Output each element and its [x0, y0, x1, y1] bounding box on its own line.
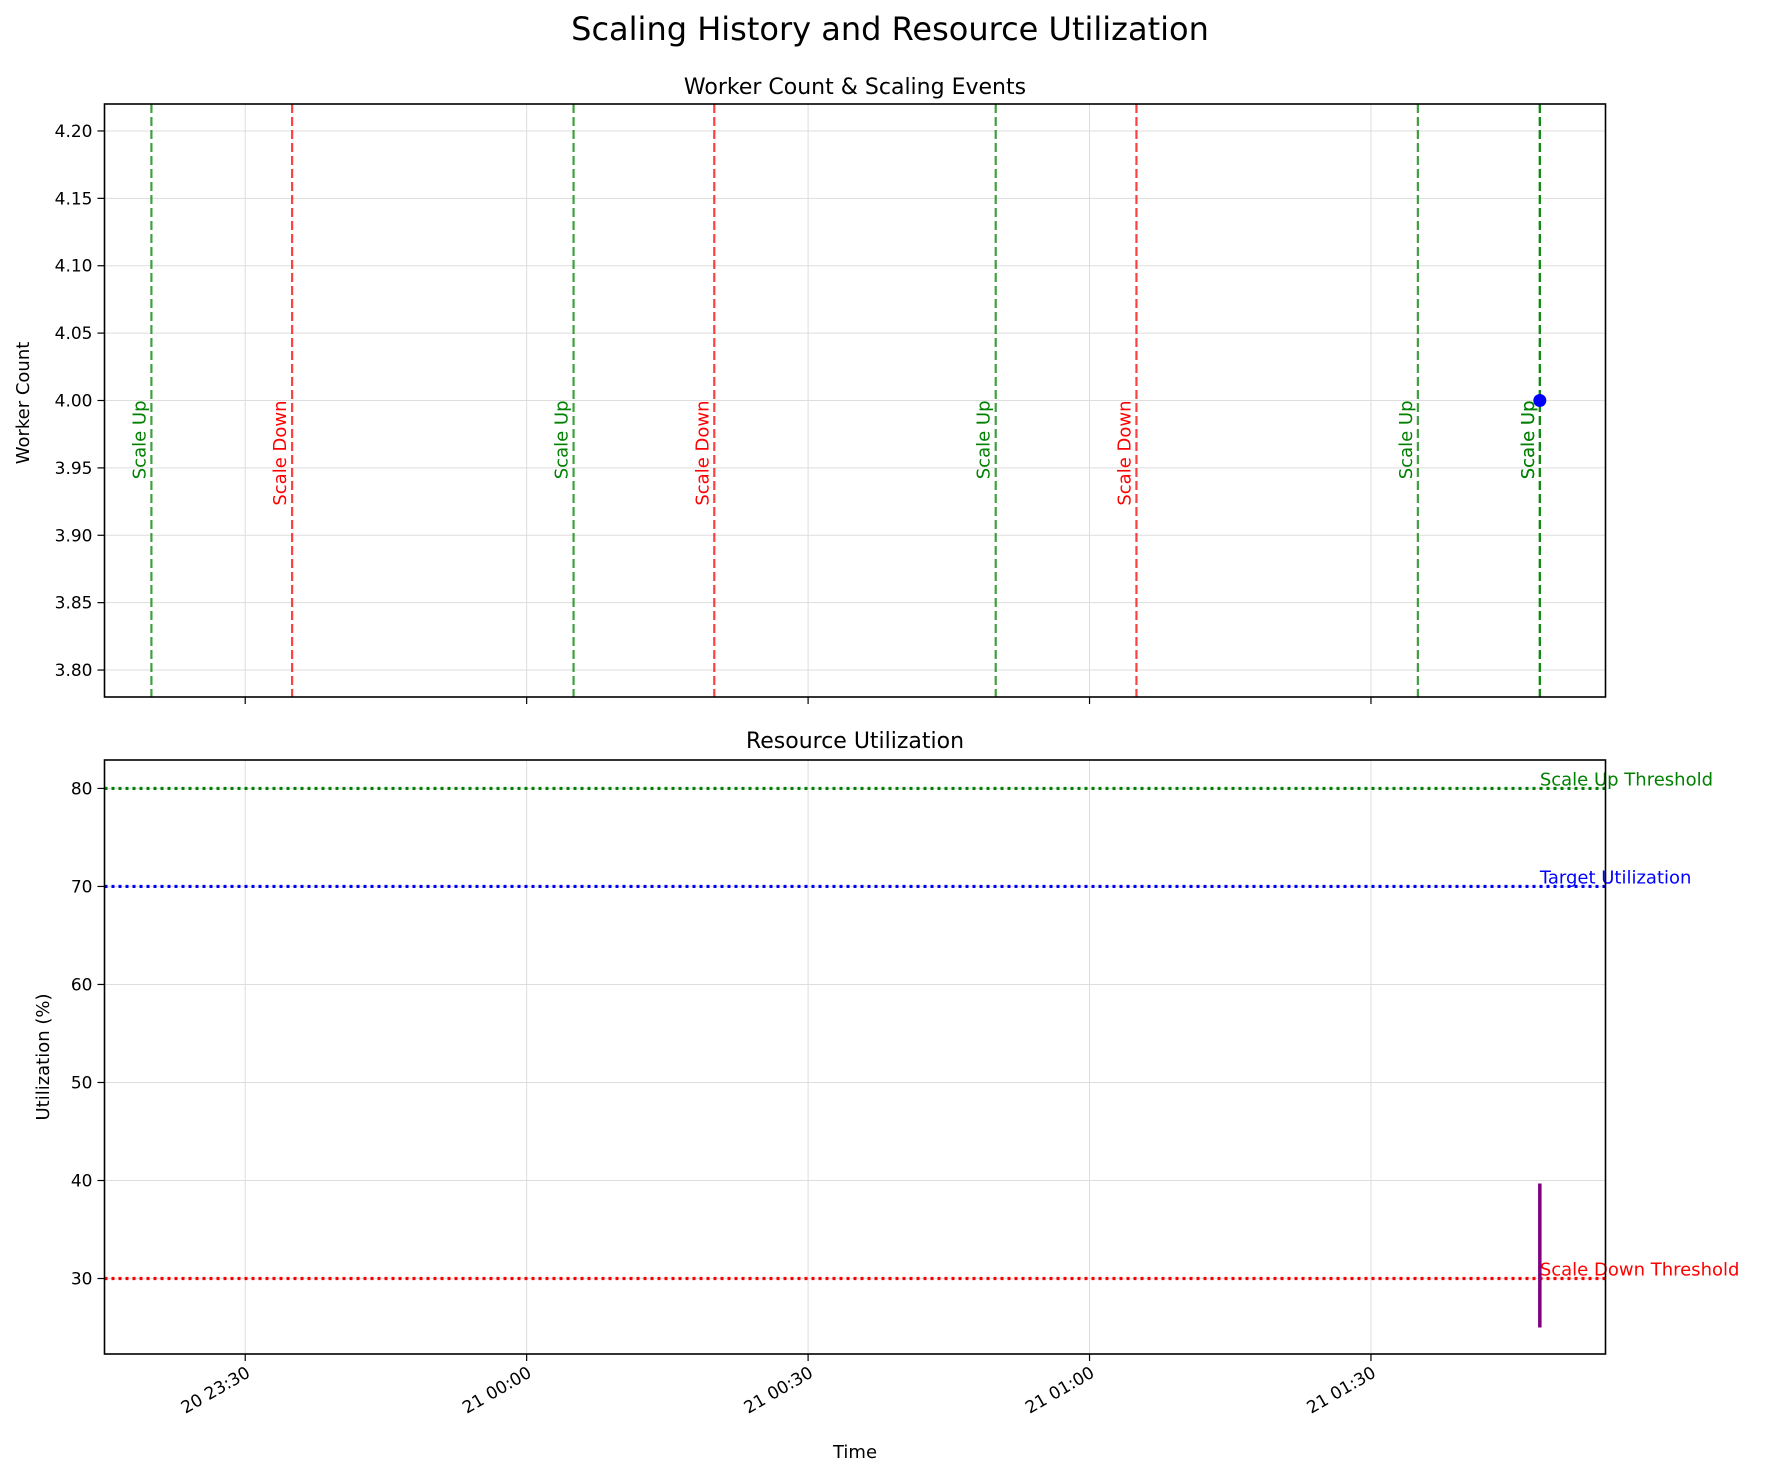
y-tick-label: 80	[71, 779, 93, 799]
worker-count-panel: Worker Count & Scaling Events Worker Cou…	[13, 75, 1607, 704]
y-tick-label: 3.80	[55, 661, 93, 681]
utilization-plot-frame	[103, 759, 1607, 1355]
worker-count-title: Worker Count & Scaling Events	[684, 75, 1026, 100]
worker-count-plot-frame	[103, 103, 1607, 698]
scaling-event-label: Scale Up	[552, 401, 573, 480]
y-tick-label: 4.15	[55, 189, 93, 209]
y-tick-label: 70	[71, 877, 93, 897]
utilization-x-axis: 20 23:30 21 00:00 21 00:30 21 01:00 21 01:30	[178, 1354, 1380, 1418]
y-tick-label: 40	[71, 1172, 93, 1192]
utilization-title: Resource Utilization	[746, 729, 964, 754]
worker-count-ylabel: Worker Count	[13, 342, 34, 465]
scaling-events: Scale Up Scale Down Scale Up Scale Down Scal…	[129, 104, 1541, 697]
threshold-label: Scale Down Threshold	[1540, 1260, 1740, 1281]
scaling-event-label: Scale Up	[1518, 401, 1539, 480]
utilization-grid	[104, 760, 1606, 1354]
scaling-event-label: Scale Up	[129, 401, 150, 480]
threshold-label: Target Utilization	[1539, 867, 1692, 888]
scaling-event-label: Scale Up	[1518, 401, 1539, 480]
utilization-xlabel: Time	[832, 1442, 877, 1463]
y-tick-label: 3.90	[55, 526, 93, 546]
y-tick-label: 3.95	[55, 459, 93, 479]
x-tick-label: 21 01:30	[1304, 1363, 1380, 1418]
y-tick-label: 50	[71, 1073, 93, 1093]
scaling-event-label: Scale Down	[1114, 401, 1135, 506]
utilization-y-axis: 30 40 50 60 70 80	[71, 779, 105, 1290]
x-tick-label: 21 00:30	[741, 1363, 817, 1418]
y-tick-label: 3.85	[55, 594, 93, 614]
threshold-label: Scale Up Threshold	[1540, 769, 1713, 790]
x-tick-label: 20 23:30	[178, 1363, 254, 1418]
worker-count-grid	[104, 104, 1606, 697]
y-tick-label: 4.05	[55, 324, 93, 344]
scaling-event-label: Scale Up	[974, 401, 995, 480]
utilization-panel: Resource Utilization Utilization (%) 30 4…	[33, 729, 1739, 1463]
worker-count-series	[1533, 394, 1547, 407]
x-tick-label: 21 00:00	[459, 1363, 535, 1418]
y-tick-label: 4.10	[55, 257, 93, 277]
y-tick-label: 4.20	[55, 122, 93, 142]
y-tick-label: 60	[71, 975, 93, 995]
scaling-event-label: Scale Up	[1396, 401, 1417, 480]
scaling-event-label: Scale Down	[270, 401, 291, 506]
y-tick-label: 30	[71, 1270, 93, 1290]
utilization-thresholds: Scale Up Threshold Target Utilization Scal…	[104, 769, 1740, 1281]
data-point	[1533, 394, 1547, 407]
x-tick-label: 21 01:00	[1022, 1363, 1098, 1418]
worker-count-y-axis: 3.80 3.85 3.90 3.95 4.00 4.05 4.10 4.15 4.20	[55, 122, 105, 681]
y-tick-label: 4.00	[55, 392, 93, 412]
worker-count-x-axis	[244, 697, 1372, 704]
figure-title: Scaling History and Resource Utilization	[571, 10, 1209, 48]
scaling-event-label: Scale Down	[692, 401, 713, 506]
utilization-ylabel: Utilization (%)	[33, 993, 54, 1120]
